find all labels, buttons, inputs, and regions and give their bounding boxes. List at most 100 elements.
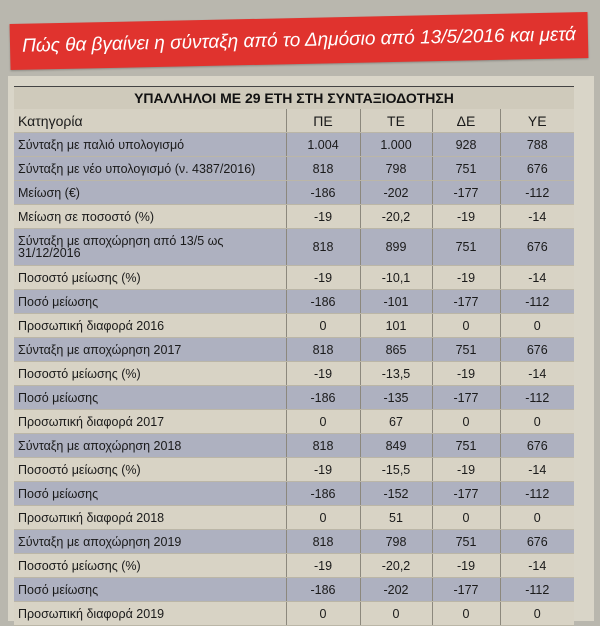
cell-value: -19 bbox=[431, 553, 500, 578]
cell-value: -202 bbox=[359, 180, 432, 205]
cell-value: -19 bbox=[431, 265, 500, 290]
headline-banner: Πώς θα βγαίνει η σύνταξη από το Δημόσιο … bbox=[9, 11, 589, 71]
cell-value: 899 bbox=[359, 228, 432, 266]
cell-value: -186 bbox=[285, 385, 360, 410]
cell-value: -186 bbox=[285, 289, 360, 314]
cell-value: -112 bbox=[499, 481, 574, 506]
cell-value: 676 bbox=[499, 156, 574, 181]
cell-value: 0 bbox=[285, 601, 360, 626]
column-header-pe: ΠΕ bbox=[285, 109, 360, 133]
cell-value: 751 bbox=[431, 529, 500, 554]
row-label: Ποσοστό μείωσης (%) bbox=[14, 361, 286, 386]
cell-value: 676 bbox=[499, 337, 574, 362]
table-row: Μείωση (€) -186 -202 -177 -112 bbox=[14, 180, 574, 205]
cell-value: 101 bbox=[359, 313, 432, 338]
cell-value: -14 bbox=[499, 204, 574, 229]
pension-table: Κατηγορία ΠΕ ΤΕ ΔΕ ΥΕ Σύνταξη με παλιό υ… bbox=[14, 109, 574, 626]
cell-value: 676 bbox=[499, 228, 574, 266]
table-row: Ποσοστό μείωσης (%) -19 -10,1 -19 -14 bbox=[14, 265, 574, 290]
row-label: Προσωπική διαφορά 2016 bbox=[14, 313, 286, 338]
table-row: Μείωση σε ποσοστό (%) -19 -20,2 -19 -14 bbox=[14, 204, 574, 229]
cell-value: -10,1 bbox=[359, 265, 432, 290]
table-row: Ποσό μείωσης -186 -101 -177 -112 bbox=[14, 289, 574, 314]
cell-value: -112 bbox=[499, 180, 574, 205]
cell-value: 0 bbox=[359, 601, 432, 626]
row-label: Σύνταξη με αποχώρηση από 13/5 ως 31/12/2… bbox=[14, 228, 286, 266]
cell-value: -112 bbox=[499, 577, 574, 602]
table-row: Ποσοστό μείωσης (%) -19 -13,5 -19 -14 bbox=[14, 361, 574, 386]
cell-value: -20,2 bbox=[359, 204, 432, 229]
cell-value: -202 bbox=[359, 577, 432, 602]
row-label: Προσωπική διαφορά 2019 bbox=[14, 601, 286, 626]
table-row: Ποσό μείωσης -186 -135 -177 -112 bbox=[14, 385, 574, 410]
row-label: Ποσό μείωσης bbox=[14, 577, 286, 602]
cell-value: 676 bbox=[499, 529, 574, 554]
cell-value: 788 bbox=[499, 132, 574, 157]
cell-value: -19 bbox=[431, 204, 500, 229]
row-label: Ποσοστό μείωσης (%) bbox=[14, 265, 286, 290]
row-label: Μείωση (€) bbox=[14, 180, 286, 205]
table-row: Προσωπική διαφορά 2019 0 0 0 0 bbox=[14, 601, 574, 626]
row-label: Ποσό μείωσης bbox=[14, 385, 286, 410]
cell-value: 798 bbox=[359, 156, 432, 181]
cell-value: 751 bbox=[431, 228, 500, 266]
cell-value: 67 bbox=[359, 409, 432, 434]
cell-value: -15,5 bbox=[359, 457, 432, 482]
cell-value: -14 bbox=[499, 457, 574, 482]
row-label: Σύνταξη με αποχώρηση 2017 bbox=[14, 337, 286, 362]
cell-value: -112 bbox=[499, 385, 574, 410]
cell-value: -186 bbox=[285, 180, 360, 205]
cell-value: -19 bbox=[285, 204, 360, 229]
cell-value: 818 bbox=[285, 156, 360, 181]
table-row: Σύνταξη με νέο υπολογισμό (ν. 4387/2016)… bbox=[14, 156, 574, 181]
cell-value: -177 bbox=[431, 289, 500, 314]
row-label: Σύνταξη με παλιό υπολογισμό bbox=[14, 132, 286, 157]
row-label: Σύνταξη με αποχώρηση 2018 bbox=[14, 433, 286, 458]
cell-value: 751 bbox=[431, 433, 500, 458]
cell-value: -19 bbox=[285, 265, 360, 290]
row-label: Σύνταξη με αποχώρηση 2019 bbox=[14, 529, 286, 554]
cell-value: 818 bbox=[285, 433, 360, 458]
cell-value: -112 bbox=[499, 289, 574, 314]
cell-value: 0 bbox=[431, 409, 500, 434]
table-title: ΥΠΑΛΛΗΛΟΙ ΜΕ 29 ΕΤΗ ΣΤΗ ΣΥΝΤΑΞΙΟΔΟΤΗΣΗ bbox=[14, 86, 574, 110]
cell-value: 928 bbox=[431, 132, 500, 157]
table-row: Σύνταξη με παλιό υπολογισμό 1.004 1.000 928… bbox=[14, 132, 574, 157]
row-label: Ποσοστό μείωσης (%) bbox=[14, 553, 286, 578]
cell-value: -177 bbox=[431, 481, 500, 506]
table-row: Ποσοστό μείωσης (%) -19 -15,5 -19 -14 bbox=[14, 457, 574, 482]
cell-value: -19 bbox=[431, 457, 500, 482]
cell-value: 1.000 bbox=[359, 132, 432, 157]
row-label: Σύνταξη με νέο υπολογισμό (ν. 4387/2016) bbox=[14, 156, 286, 181]
table-row: Ποσό μείωσης -186 -202 -177 -112 bbox=[14, 577, 574, 602]
cell-value: 0 bbox=[499, 313, 574, 338]
cell-value: -14 bbox=[499, 553, 574, 578]
cell-value: 0 bbox=[431, 601, 500, 626]
cell-value: 751 bbox=[431, 337, 500, 362]
cell-value: 0 bbox=[499, 505, 574, 530]
table-row: Σύνταξη με αποχώρηση 2018 818 849 751 676 bbox=[14, 433, 574, 458]
table-row: Προσωπική διαφορά 2018 0 51 0 0 bbox=[14, 505, 574, 530]
cell-value: 798 bbox=[359, 529, 432, 554]
column-header-te: ΤΕ bbox=[359, 109, 432, 133]
cell-value: -14 bbox=[499, 265, 574, 290]
cell-value: 849 bbox=[359, 433, 432, 458]
cell-value: 0 bbox=[499, 601, 574, 626]
cell-value: -177 bbox=[431, 385, 500, 410]
row-label: Ποσό μείωσης bbox=[14, 289, 286, 314]
column-header-ye: ΥΕ bbox=[499, 109, 574, 133]
table-header-row: Κατηγορία ΠΕ ΤΕ ΔΕ ΥΕ bbox=[14, 109, 574, 133]
cell-value: 751 bbox=[431, 156, 500, 181]
column-header-de: ΔΕ bbox=[431, 109, 500, 133]
cell-value: 1.004 bbox=[285, 132, 360, 157]
cell-value: 0 bbox=[431, 313, 500, 338]
table-row: Σύνταξη με αποχώρηση 2017 818 865 751 676 bbox=[14, 337, 574, 362]
table-row: Ποσοστό μείωσης (%) -19 -20,2 -19 -14 bbox=[14, 553, 574, 578]
cell-value: -135 bbox=[359, 385, 432, 410]
cell-value: 0 bbox=[285, 505, 360, 530]
cell-value: 0 bbox=[431, 505, 500, 530]
table-row: Σύνταξη με αποχώρηση από 13/5 ως 31/12/2… bbox=[14, 228, 574, 266]
table-body: Σύνταξη με παλιό υπολογισμό 1.004 1.000 928… bbox=[14, 132, 574, 626]
cell-value: -13,5 bbox=[359, 361, 432, 386]
row-label: Προσωπική διαφορά 2017 bbox=[14, 409, 286, 434]
